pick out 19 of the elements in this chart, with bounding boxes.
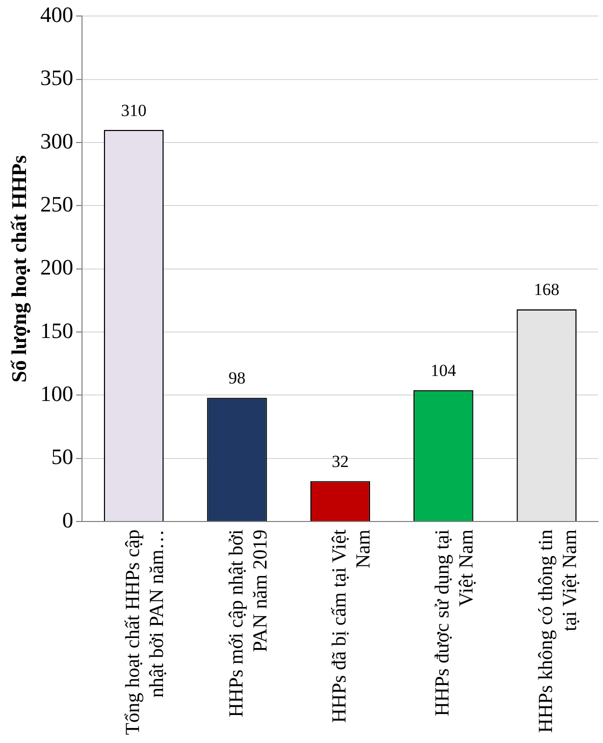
data-label: 98: [228, 368, 246, 388]
data-label: 168: [534, 280, 560, 300]
data-label: 310: [121, 100, 147, 120]
y-tick-label: 100: [40, 380, 74, 406]
y-tick-label: 200: [40, 254, 74, 280]
y-tick-label: 400: [40, 2, 74, 27]
y-axis-title: Số lượng hoạt chất HHPs: [7, 155, 32, 382]
y-tick-label: 250: [40, 191, 74, 216]
y-tick-label: 300: [40, 128, 74, 154]
x-tick-label: HHPs đã bị cấm tại Việt Nam: [328, 529, 374, 723]
y-tick-label: 50: [51, 444, 74, 470]
data-label: 32: [332, 452, 349, 472]
x-tick-label: HHPs được sử dụng tại Việt Nam: [432, 529, 478, 716]
x-tick-label: Tổng hoạt chất HHPs cập nhật bởi PAN năm…: [122, 529, 168, 736]
data-label: 104: [430, 361, 457, 380]
y-tick-label: 150: [40, 318, 74, 343]
y-tick-label: 0: [62, 507, 74, 532]
y-tick-label: 350: [40, 65, 74, 90]
x-tick-label: HHPs không có thông tin tại Việt Nam: [534, 529, 581, 733]
